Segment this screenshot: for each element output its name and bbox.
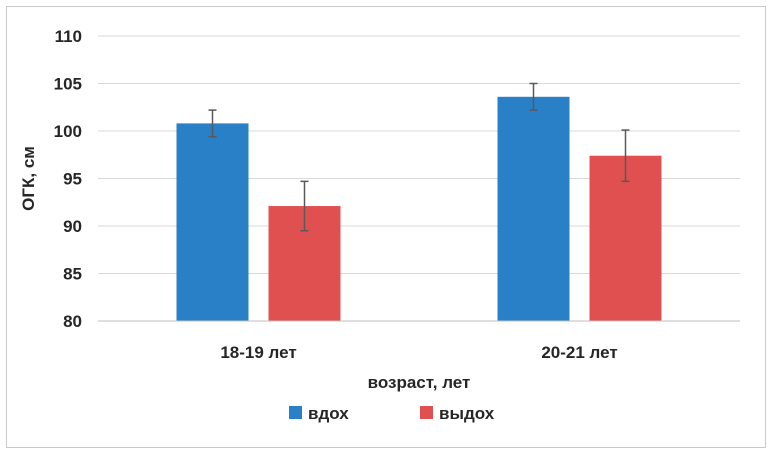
y-tick-label: 105 [54,75,82,94]
y-tick-label: 100 [54,122,82,141]
bars [176,96,662,322]
legend-label: вдох [308,404,349,423]
legend-swatch [420,406,433,419]
y-axis-title: ОГК, см [19,146,38,211]
bar [176,123,249,322]
error-bars [208,82,630,232]
y-tick-label: 85 [63,265,82,284]
x-axis-categories: 18-19 лет 20-21 лет [220,343,617,362]
x-category-label: 20-21 лет [541,343,617,362]
x-axis-title: возраст, лет [368,373,471,392]
y-axis-ticks: 80 85 90 95 100 105 110 [54,27,82,331]
legend-label: выдох [439,404,495,423]
legend: вдох выдох [289,404,495,423]
x-category-label: 18-19 лет [220,343,296,362]
y-tick-label: 80 [63,312,82,331]
y-tick-label: 90 [63,217,82,236]
y-tick-label: 110 [55,27,82,46]
legend-swatch [289,406,302,419]
y-tick-label: 95 [63,170,82,189]
bar [497,96,570,321]
bar [589,155,662,321]
